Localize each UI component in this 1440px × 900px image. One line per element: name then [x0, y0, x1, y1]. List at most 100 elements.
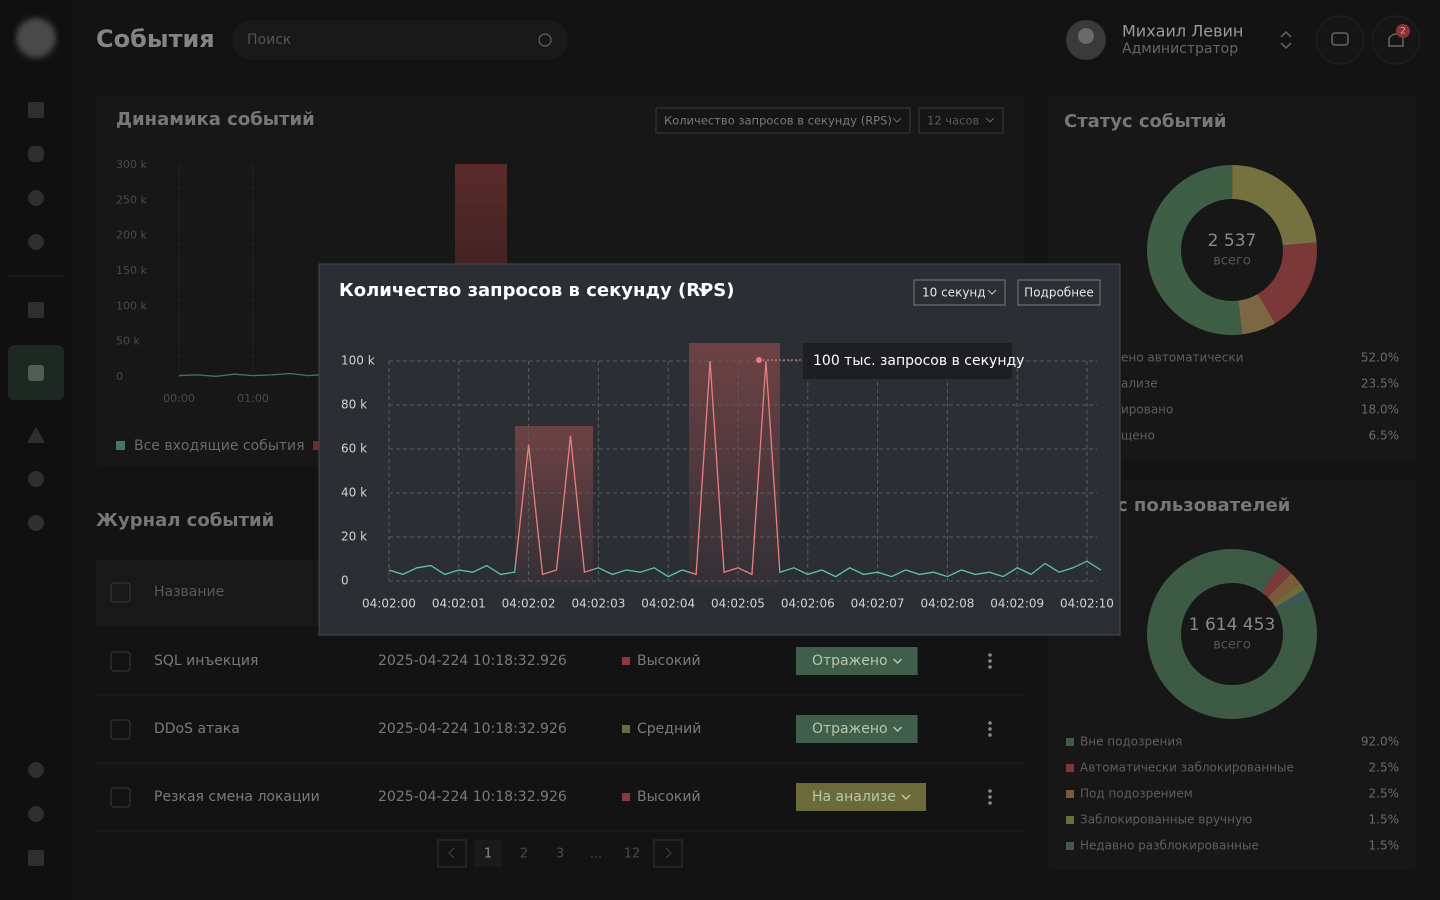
legend-swatch — [1066, 842, 1074, 850]
kebab — [988, 727, 992, 731]
dynamics-title: Динамика событий — [116, 109, 315, 130]
status-label: Отражено — [812, 653, 888, 669]
journal-title: Журнал событий — [96, 510, 274, 531]
x-tick-label: 04:02:10 — [1060, 597, 1114, 611]
x-tick-label: 04:02:03 — [571, 597, 625, 611]
severity-swatch — [622, 793, 630, 801]
details-button-label: Подробнее — [1024, 286, 1094, 300]
severity-swatch — [622, 657, 630, 665]
nav-logout[interactable] — [28, 850, 44, 866]
chat-button[interactable] — [1316, 16, 1364, 64]
kebab[interactable] — [988, 789, 992, 793]
y-tick-label: 0 — [341, 574, 349, 588]
user-role: Администратор — [1122, 41, 1238, 57]
user-status-title: с пользователей — [1117, 495, 1290, 516]
legend-label: щено — [1121, 429, 1155, 443]
legend-value: 2.5% — [1369, 761, 1400, 775]
y-tick-label: 250 k — [116, 193, 147, 206]
kebab — [988, 659, 992, 663]
legend-swatch — [1066, 764, 1074, 772]
kebab — [988, 795, 992, 799]
severity-swatch — [622, 725, 630, 733]
interval-select-label: 10 секунд — [922, 286, 986, 300]
legend-value: 52.0% — [1361, 351, 1399, 365]
nav-security[interactable] — [28, 471, 44, 487]
legend-label: Вне подозрения — [1080, 735, 1182, 749]
modal-title: Количество запросов в секунду (RPS) — [339, 280, 734, 301]
page-title: События — [96, 25, 215, 53]
severity: Высокий — [637, 789, 701, 805]
legend-label: Заблокированные вручную — [1080, 813, 1252, 827]
event-total-caption: всего — [1213, 254, 1251, 269]
legend-label: Автоматически заблокированные — [1080, 761, 1294, 775]
logo — [16, 18, 56, 58]
legend-value: 23.5% — [1361, 377, 1399, 391]
severity: Средний — [637, 721, 701, 737]
nav-analytics[interactable] — [28, 302, 44, 318]
page-number[interactable]: 3 — [556, 847, 564, 862]
legend-value: 1.5% — [1369, 813, 1400, 827]
legend-swatch — [1066, 738, 1074, 746]
column-header: Название — [154, 584, 224, 600]
anomaly-region — [689, 343, 780, 586]
nav-events-icon — [28, 365, 44, 381]
nav-reports[interactable] — [28, 234, 44, 250]
x-tick-label: 04:02:04 — [641, 597, 695, 611]
x-tick-label: 01:00 — [237, 392, 269, 405]
y-tick-label: 80 k — [341, 398, 367, 412]
event-name: SQL инъекция — [154, 653, 258, 669]
event-time: 2025-04-224 10:18:32.926 — [378, 653, 567, 669]
legend-label: Под подозрением — [1080, 787, 1193, 801]
x-tick-label: 04:02:01 — [432, 597, 486, 611]
x-tick-label: 04:02:09 — [990, 597, 1044, 611]
y-tick-label: 150 k — [116, 264, 147, 277]
x-tick-label: 04:02:07 — [851, 597, 905, 611]
event-total: 2 537 — [1208, 231, 1257, 251]
period-select-label: 12 часов — [927, 114, 979, 128]
event-status-title: Статус событий — [1064, 111, 1226, 132]
legend-label: ено автоматически — [1121, 351, 1243, 365]
legend-label: ализе — [1121, 377, 1158, 391]
y-tick-label: 300 k — [116, 158, 147, 171]
nav-help[interactable] — [28, 762, 44, 778]
x-tick-label: 04:02:06 — [781, 597, 835, 611]
legend-value: 6.5% — [1369, 429, 1400, 443]
status-label: На анализе — [812, 789, 896, 805]
event-name: DDoS атака — [154, 721, 240, 737]
notification-count: 2 — [1400, 27, 1406, 37]
page-number[interactable]: 1 — [484, 847, 492, 862]
kebab — [988, 801, 992, 805]
y-tick-label: 60 k — [341, 442, 367, 456]
legend-value: 1.5% — [1369, 839, 1400, 853]
legend-label: Недавно разблокированные — [1080, 839, 1259, 853]
nav-dashboard[interactable] — [28, 102, 44, 118]
kebab — [988, 665, 992, 669]
y-tick-label: 100 k — [341, 354, 375, 368]
kebab[interactable] — [988, 653, 992, 657]
notifications-button[interactable] — [1372, 16, 1420, 64]
y-tick-label: 0 — [116, 370, 123, 383]
x-tick-label: 04:02:00 — [362, 597, 416, 611]
avatar-face — [1078, 28, 1094, 44]
legend-swatch — [1066, 816, 1074, 824]
x-tick-label: 04:02:05 — [711, 597, 765, 611]
nav-users[interactable] — [28, 190, 44, 206]
legend-label: ировано — [1121, 403, 1173, 417]
page-number[interactable]: ... — [590, 847, 602, 862]
page-number[interactable]: 12 — [624, 847, 641, 862]
event-time: 2025-04-224 10:18:32.926 — [378, 789, 567, 805]
legend-value: 92.0% — [1361, 735, 1399, 749]
page-number[interactable]: 2 — [520, 847, 528, 862]
nav-settings[interactable] — [28, 806, 44, 822]
metric-select-label: Количество запросов в секунду (RPS) — [664, 114, 892, 128]
y-tick-label: 200 k — [116, 229, 147, 242]
x-tick-label: 00:00 — [163, 392, 195, 405]
x-tick-label: 04:02:08 — [920, 597, 974, 611]
nav-calls[interactable] — [28, 146, 44, 162]
kebab[interactable] — [988, 721, 992, 725]
event-time: 2025-04-224 10:18:32.926 — [378, 721, 567, 737]
nav-network[interactable] — [28, 515, 44, 531]
